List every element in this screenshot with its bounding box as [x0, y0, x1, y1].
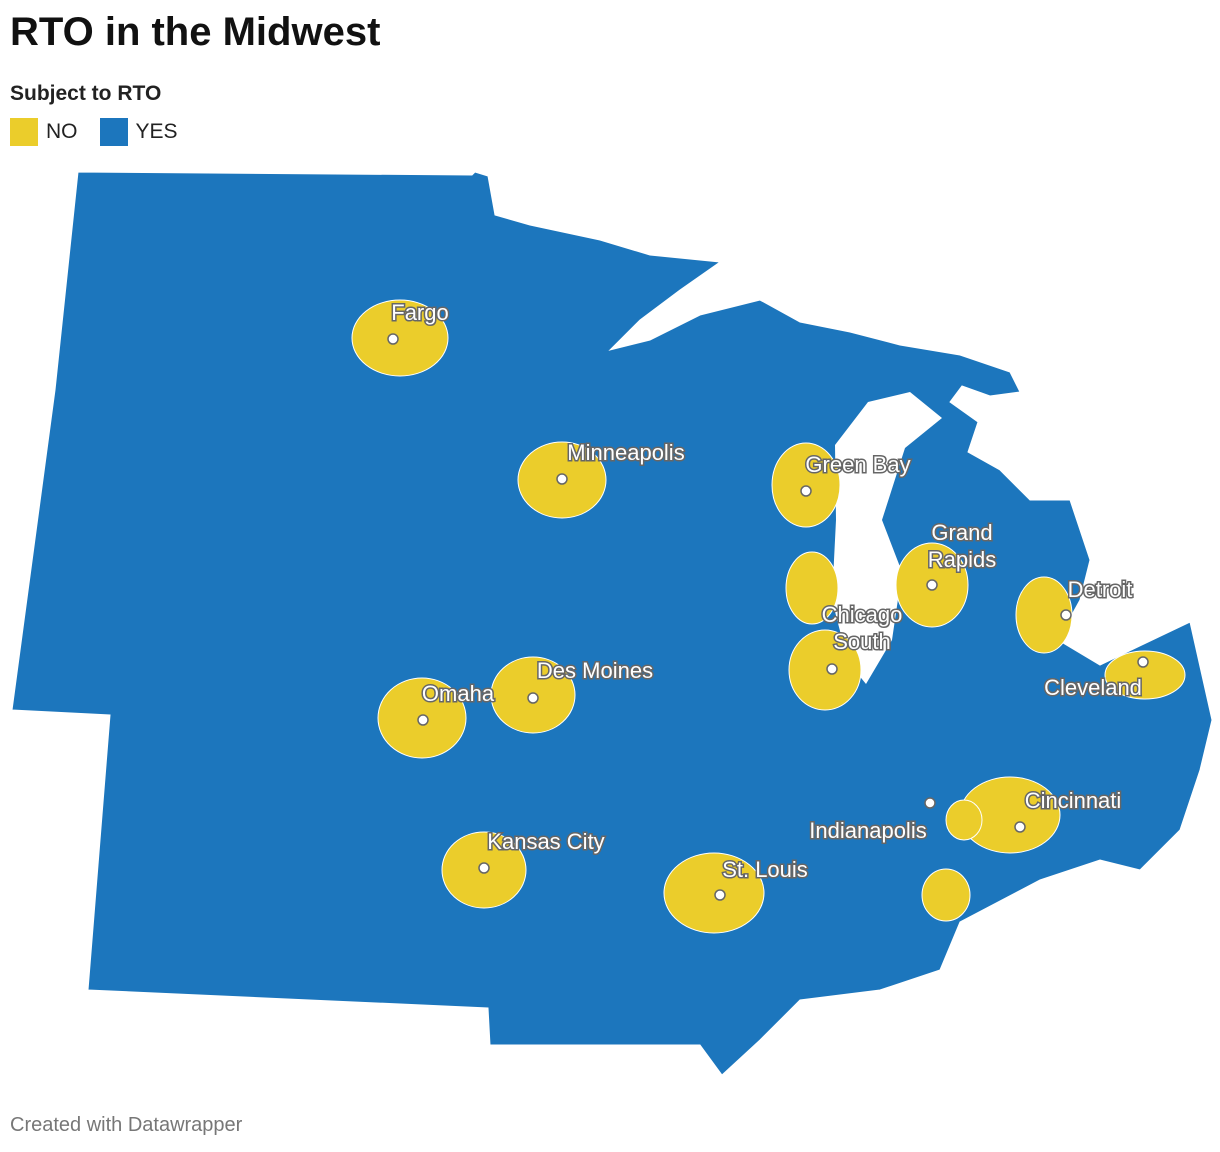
no-rto-area [771, 442, 841, 528]
city-label: South [833, 629, 891, 654]
city-marker [417, 714, 429, 726]
lake-michigan [832, 392, 942, 684]
legend-title: Subject to RTO [10, 82, 162, 105]
city-marker [826, 663, 838, 675]
no-rto-area [1015, 576, 1073, 654]
city-label: Chicago [822, 602, 903, 627]
no-rto-area [921, 868, 971, 922]
no-rto-area [785, 551, 839, 625]
footer: Created with Datawrapper [10, 1114, 243, 1136]
city-marker [478, 862, 490, 874]
city-marker [556, 473, 568, 485]
no-rto-area [351, 299, 449, 377]
legend-label: YES [135, 120, 178, 143]
no-rto-area [945, 799, 983, 841]
city-label: Indianapolis [809, 818, 926, 843]
city-marker [1060, 609, 1072, 621]
no-rto-area [788, 629, 862, 711]
city-marker [800, 485, 812, 497]
city-marker [527, 692, 539, 704]
city-label: Cincinnati [1025, 788, 1122, 813]
city-label: Des Moines [537, 658, 653, 683]
legend-item: NO [10, 118, 78, 146]
city-marker [1014, 821, 1026, 833]
city-label: Grand [931, 520, 992, 545]
city-label: St. Louis [722, 857, 808, 882]
city-marker [387, 333, 399, 345]
city-marker [1137, 656, 1149, 668]
city-marker [926, 579, 938, 591]
city-label: Kansas City [487, 829, 604, 854]
city-marker [924, 797, 936, 809]
legend-item: YES [99, 118, 178, 146]
title: RTO in the Midwest [10, 10, 381, 54]
city-label: Cleveland [1044, 675, 1142, 700]
legend-swatch [10, 118, 38, 146]
city-label: Green Bay [805, 452, 910, 477]
legend-swatch [99, 118, 128, 146]
city-marker [714, 889, 726, 901]
city-label: Fargo [391, 300, 448, 325]
city-label: Detroit [1068, 577, 1133, 602]
legend: NO YES [10, 118, 178, 146]
city-label: Rapids [928, 547, 996, 572]
no-rto-area [663, 852, 765, 934]
city-label: Omaha [422, 681, 495, 706]
city-label: Minneapolis [567, 440, 684, 465]
legend-label: NO [46, 120, 78, 143]
no-rto-area [1104, 650, 1186, 700]
